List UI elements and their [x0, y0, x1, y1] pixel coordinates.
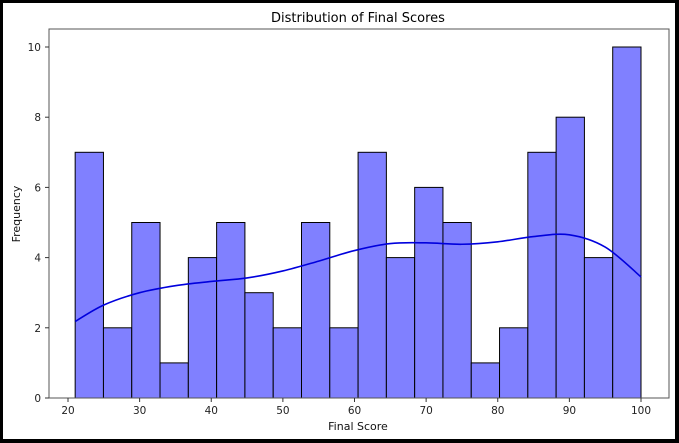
- x-tick-label: 100: [631, 405, 651, 417]
- histogram-bar: [442, 222, 472, 399]
- histogram-bar: [385, 257, 416, 399]
- x-tick-label: 90: [563, 405, 576, 417]
- y-tick-label: 0: [34, 393, 41, 405]
- histogram-bars: [74, 46, 642, 399]
- x-tick-label: 30: [133, 405, 146, 417]
- histogram-bar: [272, 327, 302, 399]
- histogram-bar: [527, 151, 557, 399]
- x-axis-label: Final Score: [328, 420, 388, 433]
- histogram-bar: [300, 222, 331, 399]
- x-tick-label: 70: [419, 405, 432, 417]
- histogram-bar: [470, 362, 501, 399]
- histogram-bar: [612, 46, 642, 399]
- histogram-bar: [102, 327, 133, 399]
- x-tick-label: 50: [276, 405, 289, 417]
- y-tick-label: 6: [34, 182, 41, 194]
- histogram-bar: [555, 116, 585, 399]
- histogram-bar: [583, 257, 614, 399]
- y-axis-label: Frequency: [10, 185, 23, 242]
- histogram-bar: [159, 362, 189, 399]
- x-tick-label: 60: [348, 405, 361, 417]
- histogram-bar: [414, 186, 444, 399]
- chart-title: Distribution of Final Scores: [271, 11, 445, 26]
- x-tick-label: 20: [61, 405, 74, 417]
- y-tick-label: 2: [34, 323, 41, 335]
- y-tick-label: 8: [34, 112, 41, 124]
- histogram-bar: [216, 222, 246, 399]
- kde-curve: [74, 233, 642, 323]
- histogram-bar: [187, 257, 218, 399]
- histogram-bar: [329, 327, 359, 399]
- histogram-bar: [499, 327, 529, 399]
- y-axis-ticks: 0 2 4 6 8 10: [28, 42, 49, 405]
- histogram-bar: [74, 151, 104, 399]
- y-tick-label: 10: [28, 42, 41, 54]
- x-axis-ticks: 20 30 40 50 60 70 80 90 100: [61, 398, 651, 417]
- x-tick-label: 40: [205, 405, 218, 417]
- histogram-bar: [131, 222, 161, 399]
- histogram-bar: [357, 151, 387, 399]
- plot-area-border: [48, 28, 670, 399]
- y-tick-label: 4: [34, 253, 41, 265]
- x-tick-label: 80: [491, 405, 504, 417]
- histogram-bar: [244, 292, 274, 399]
